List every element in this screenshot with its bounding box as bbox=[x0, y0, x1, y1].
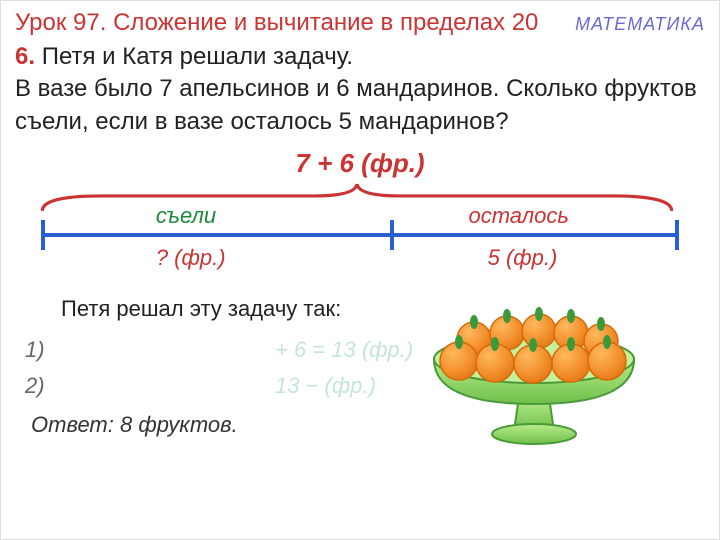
header: Урок 97. Сложение и вычитание в пределах… bbox=[1, 1, 719, 39]
label-unknown: ? (фр.) bbox=[156, 245, 226, 271]
lesson-title: Урок 97. Сложение и вычитание в пределах… bbox=[15, 9, 538, 37]
problem-number: 6. bbox=[15, 43, 35, 70]
subject-label: МАТЕМАТИКА bbox=[575, 14, 705, 35]
equation-top: 7 + 6 (фр.) bbox=[1, 148, 719, 179]
problem-body: В вазе было 7 апельсинов и 6 мандаринов.… bbox=[15, 75, 697, 134]
label-eaten: съели bbox=[156, 203, 216, 229]
brace-icon bbox=[37, 181, 677, 213]
tick-mid bbox=[390, 220, 394, 250]
problem-intro: Петя и Катя решали задачу. bbox=[42, 43, 353, 70]
tick-left bbox=[41, 220, 45, 250]
number-line-diagram: съели осталось ? (фр.) 5 (фр.) bbox=[41, 179, 679, 289]
fruit-bowl-illustration bbox=[419, 289, 649, 449]
step-1-num: 1) bbox=[25, 337, 65, 363]
label-five: 5 (фр.) bbox=[488, 245, 558, 271]
step-1-expr: + 6 = 13 (фр.) bbox=[275, 337, 413, 363]
number-line bbox=[41, 233, 679, 237]
tick-right bbox=[675, 220, 679, 250]
step-2-num: 2) bbox=[25, 373, 65, 399]
label-remaining: осталось bbox=[468, 203, 569, 229]
step-2-expr: 13 − (фр.) bbox=[275, 373, 376, 399]
problem-text: 6. Петя и Катя решали задачу. В вазе был… bbox=[1, 39, 719, 146]
